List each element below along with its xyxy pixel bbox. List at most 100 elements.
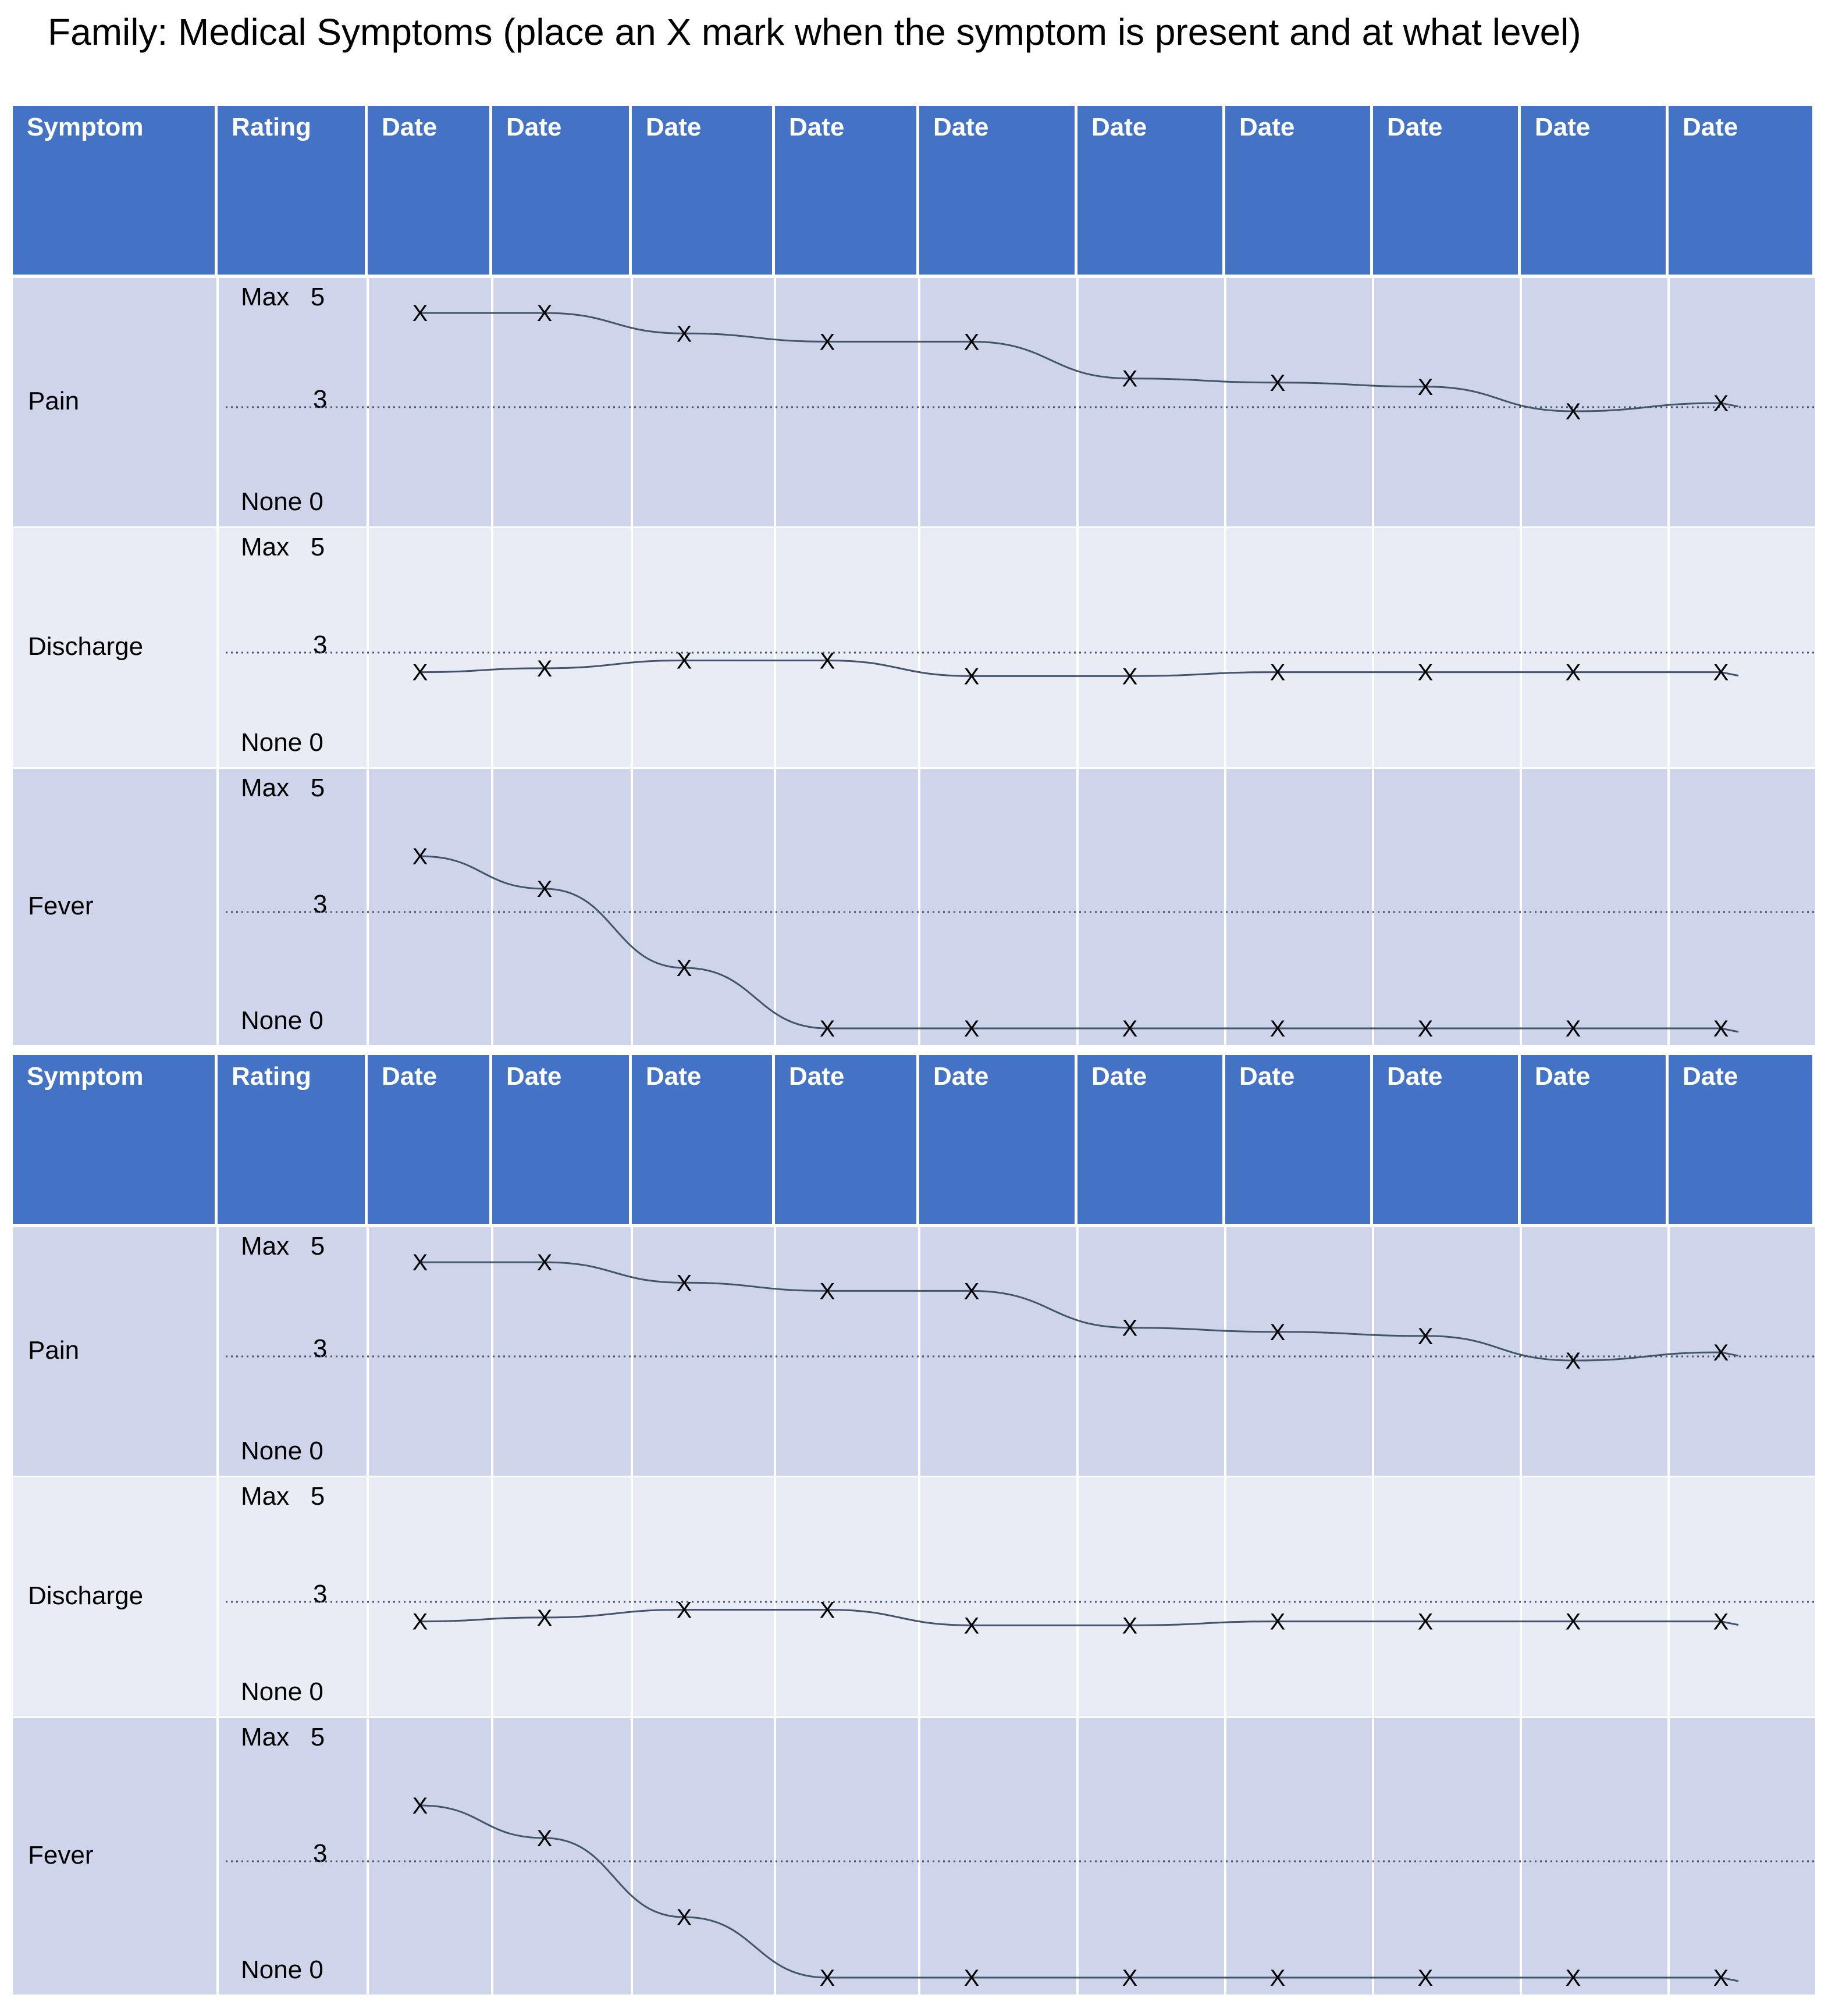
rating-max-label: Max 5 [241,1723,325,1751]
header-date-1: Date [368,106,492,275]
header-date-4: Date [775,1055,919,1224]
rating-none-label: None 0 [241,1956,323,1984]
column-divider [1520,1227,1522,1477]
x-mark: X [1418,1324,1434,1349]
column-divider [1667,1718,1670,1996]
x-mark: X [412,844,428,870]
header-date-5: Date [919,1055,1077,1224]
column-divider [1224,528,1226,769]
column-divider [367,1227,369,1477]
symptom-row-discharge [13,1477,1815,1718]
x-mark: X [964,1965,980,1991]
column-divider [367,1477,369,1718]
rating-max-label: Max 5 [241,533,325,561]
x-mark: X [1566,399,1581,425]
symptom-label: Fever [28,892,94,920]
x-mark: X [820,648,835,674]
symptom-row-fever [13,1718,1815,1996]
symptom-label: Fever [28,1841,94,1869]
x-mark: X [1418,1965,1434,1991]
column-divider [1520,1718,1522,1996]
column-divider [1224,1477,1226,1718]
trend-line-fever [419,1804,1739,1982]
rating-mid-label: 3 [313,1334,328,1363]
header-rating: Rating [218,106,368,275]
column-divider [1372,528,1374,769]
column-divider [1372,278,1374,528]
x-mark: X [1713,1965,1729,1991]
rating-none-label: None 0 [241,728,323,757]
x-mark: X [1713,391,1729,416]
x-mark: X [1122,1613,1138,1639]
column-divider [367,528,369,769]
column-divider [1667,1477,1670,1718]
header-date-7: Date [1225,106,1373,275]
x-mark: X [820,329,835,355]
symptom-label: Pain [28,1336,80,1365]
trend-line-discharge [419,659,1739,677]
column-divider [631,278,633,528]
x-mark: X [1270,1965,1286,1991]
x-mark: X [1566,1348,1581,1374]
column-divider [1667,278,1670,528]
header-date-10: Date [1669,1055,1815,1224]
header-date-4: Date [775,106,919,275]
header-date-8: Date [1373,1055,1521,1224]
column-divider [1372,1477,1374,1718]
rating-mid-label: 3 [313,631,328,659]
x-mark: X [1270,660,1286,686]
column-divider [918,528,920,769]
x-mark: X [964,1278,980,1304]
column-divider [1372,769,1374,1047]
x-mark: X [1122,664,1138,689]
x-mark: X [1270,1320,1286,1345]
header-date-3: Date [632,1055,775,1224]
x-mark: X [537,656,553,682]
x-mark: X [1713,1016,1729,1042]
header-date-6: Date [1077,106,1225,275]
column-divider [774,278,776,528]
rating-max-label: Max 5 [241,1482,325,1511]
column-divider [367,769,369,1047]
header-date-6: Date [1077,1055,1225,1224]
x-mark: X [677,956,692,981]
trend-line-fever [419,855,1739,1033]
symptom-row-fever [13,769,1815,1047]
column-divider [216,769,219,1047]
column-divider [216,1227,219,1477]
column-divider [491,1227,493,1477]
x-mark: X [820,1965,835,1991]
column-divider [631,1718,633,1996]
header-date-3: Date [632,106,775,275]
row-divider [13,1045,1815,1049]
page-title: Family: Medical Symptoms (place an X mar… [48,11,1581,53]
x-mark: X [412,1609,428,1635]
column-divider [1667,528,1670,769]
symptom-label: Pain [28,387,80,415]
x-mark: X [1566,1609,1581,1635]
column-divider [1667,1227,1670,1477]
column-divider [1520,1477,1522,1718]
header-date-9: Date [1521,1055,1669,1224]
header-date-1: Date [368,1055,492,1224]
column-divider [1076,528,1079,769]
rating-mid-label: 3 [313,1580,328,1608]
column-divider [1520,528,1522,769]
x-mark: X [537,301,553,326]
header-date-9: Date [1521,106,1669,275]
header-date-2: Date [492,1055,632,1224]
x-mark: X [820,1278,835,1304]
trend-line-pain [420,1261,1739,1362]
column-divider [774,1477,776,1718]
x-mark: X [1566,660,1581,686]
column-divider [1372,1227,1374,1477]
x-mark: X [820,1597,835,1623]
x-mark: X [820,1016,835,1042]
column-divider [918,278,920,528]
x-mark: X [964,1016,980,1042]
x-mark: X [1122,1016,1138,1042]
column-divider [774,528,776,769]
header-date-8: Date [1373,106,1521,275]
column-divider [216,1718,219,1996]
column-divider [1520,769,1522,1047]
